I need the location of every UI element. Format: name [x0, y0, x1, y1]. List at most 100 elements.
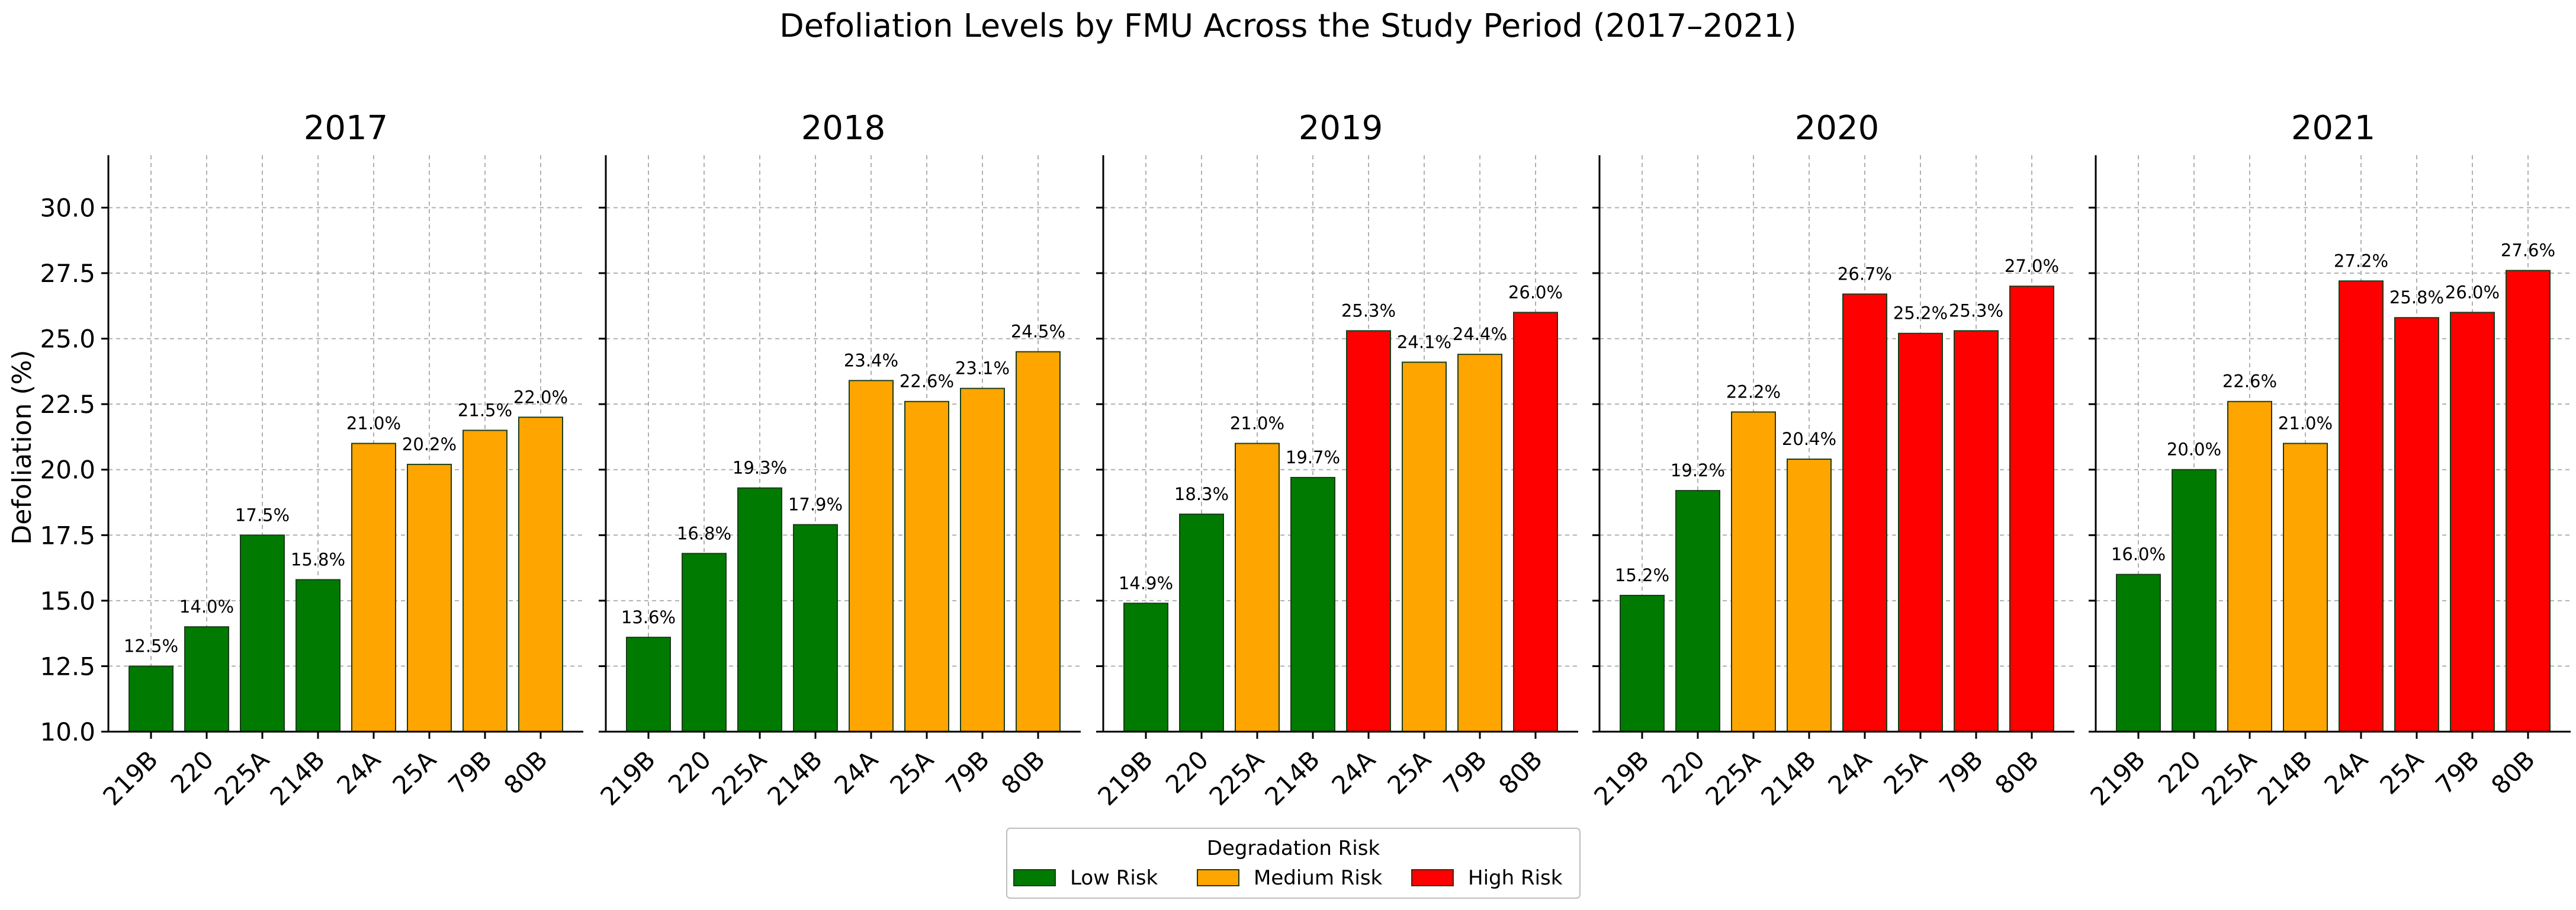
bar-2018-80B: [1016, 351, 1061, 732]
bar-value-label: 25.3%: [1341, 300, 1396, 321]
bar-value-label: 20.0%: [2167, 440, 2221, 460]
bar-2019-220: [1179, 513, 1224, 732]
bar-2020-80B: [2009, 286, 2054, 732]
panel-2017: 2017 10.0 12.5 15.0 17.5 20.0 22.5 25.0 27.5 30.0…: [40, 109, 583, 811]
x-tick-label: 79B: [1437, 745, 1492, 800]
legend-swatch-medium: [1197, 869, 1239, 886]
x-tick-label: 79B: [2430, 745, 2485, 800]
bar-2017-219B: [129, 665, 174, 732]
bar-value-label: 24.5%: [1011, 322, 1065, 342]
x-tick-label: 24A: [331, 745, 386, 800]
panel-2019: 2019 14.9% 18.3% 21.0%19.7% 25.3%24.1% 24.4% 2…: [1092, 109, 1578, 811]
bar-value-label: 26.0%: [1508, 282, 1563, 302]
y-tick-label: 27.5: [40, 259, 95, 288]
x-tick-label: 25A: [2374, 745, 2429, 800]
bar-2019-80B: [1513, 312, 1558, 732]
bar-value-label: 23.1%: [955, 358, 1010, 379]
x-tick-label: 214B: [1259, 745, 1325, 811]
x-tick-label: 24A: [2318, 745, 2373, 800]
bar-value-label: 12.5%: [124, 636, 178, 656]
bar-2018-225A: [737, 487, 782, 732]
bar-2018-220: [682, 553, 727, 732]
chart-title: Defoliation Levels by FMU Across the Stu…: [779, 7, 1797, 44]
bar-2018-214B: [793, 524, 838, 732]
bar-2019-219B: [1123, 603, 1168, 733]
bar-value-label: 21.0%: [346, 414, 401, 434]
y-tick-label: 10.0: [40, 717, 95, 746]
bar-value-label: 14.9%: [1119, 573, 1173, 593]
bar-2021-219B: [2116, 573, 2161, 732]
panel-2020: 2020 15.2% 19.2% 22.2% 20.4% 26.7%25.2% 25.3% 2…: [1588, 109, 2074, 811]
bar-value-label: 27.2%: [2334, 251, 2388, 271]
bar-2017-80B: [518, 416, 563, 732]
bar-2020-79B: [1954, 330, 1999, 732]
x-tick-label: 214B: [762, 745, 828, 811]
bar-value-label: 23.4%: [844, 350, 898, 370]
bar-2021-220: [2172, 469, 2217, 733]
bar-2019-214B: [1290, 476, 1335, 733]
x-tick-label: 25A: [387, 745, 442, 800]
bar-value-label: 13.6%: [621, 607, 676, 627]
bar-value-label: 17.9%: [788, 495, 843, 515]
bar-2021-24A: [2339, 280, 2384, 733]
panel-title: 2021: [2291, 109, 2376, 148]
bar-value-label: 17.5%: [235, 505, 290, 525]
bar-value-label: 24.4%: [1453, 324, 1507, 344]
bar-2021-25A: [2394, 317, 2439, 732]
bar-2021-214B: [2283, 443, 2328, 732]
bar-value-label: 19.3%: [733, 458, 787, 478]
x-tick-label: 25A: [1878, 745, 1933, 800]
bar-2020-24A: [1842, 293, 1887, 732]
x-tick-label: 25A: [884, 745, 939, 800]
x-tick-label: 214B: [264, 745, 330, 811]
bar-value-label: 14.0%: [179, 597, 234, 617]
x-tick-label: 24A: [1822, 745, 1877, 800]
panels: 2017 10.0 12.5 15.0 17.5 20.0 22.5 25.0 27.5 30.0…: [40, 109, 2571, 811]
bar-value-label: 21.0%: [2278, 414, 2333, 434]
bar-2017-79B: [462, 430, 508, 732]
y-tick-label: 30.0: [40, 193, 95, 222]
bar-value-label: 25.2%: [1893, 303, 1948, 323]
x-tick-label: 80B: [2485, 745, 2540, 800]
bar-2020-225A: [1731, 411, 1776, 732]
x-tick-label: 80B: [995, 745, 1051, 800]
bar-2021-225A: [2227, 400, 2272, 732]
bar-value-label: 15.2%: [1615, 565, 1669, 585]
bar-2018-25A: [904, 400, 949, 732]
legend-label-medium: Medium Risk: [1254, 866, 1383, 890]
y-axis-label: Defoliation (%): [7, 350, 37, 544]
bar-value-label: 16.0%: [2111, 544, 2166, 565]
bar-2017-225A: [240, 534, 285, 733]
bar-2017-24A: [351, 443, 396, 732]
bar-2020-220: [1675, 490, 1720, 732]
x-tick-label: 225A: [208, 745, 275, 811]
bar-2019-25A: [1402, 361, 1447, 732]
legend-label-low: Low Risk: [1070, 866, 1158, 890]
bar-value-label: 24.1%: [1397, 332, 1451, 352]
legend: Degradation Risk Low Risk Medium Risk High…: [1006, 828, 1581, 899]
bar-value-label: 26.0%: [2445, 282, 2500, 302]
panel-title: 2020: [1795, 109, 1880, 148]
panel-title: 2019: [1299, 109, 1383, 148]
bar-2018-79B: [960, 387, 1005, 732]
x-tick-label: 225A: [2196, 745, 2262, 811]
bar-value-label: 26.7%: [1838, 264, 1892, 284]
x-tick-label: 214B: [2251, 745, 2318, 811]
x-tick-label: 219B: [1092, 745, 1158, 811]
bar-2021-79B: [2450, 312, 2495, 732]
y-tick-label: 17.5: [40, 521, 95, 550]
panel-2018: 201813.6%16.8%19.3%17.9%23.4%22.6%23.1%2…: [595, 109, 1081, 811]
bar-2020-214B: [1787, 459, 1832, 732]
x-tick-label: 25A: [1382, 745, 1437, 800]
bar-2018-24A: [849, 380, 894, 732]
bar-value-label: 19.7%: [1286, 447, 1340, 467]
x-tick-label: 219B: [2084, 745, 2151, 811]
panel-title: 2018: [801, 109, 886, 148]
x-tick-label: 79B: [940, 745, 995, 800]
legend-label-high: High Risk: [1468, 866, 1563, 890]
x-tick-label: 225A: [1700, 745, 1766, 811]
y-tick-label: 20.0: [40, 456, 95, 485]
x-tick-label: 219B: [595, 745, 661, 811]
